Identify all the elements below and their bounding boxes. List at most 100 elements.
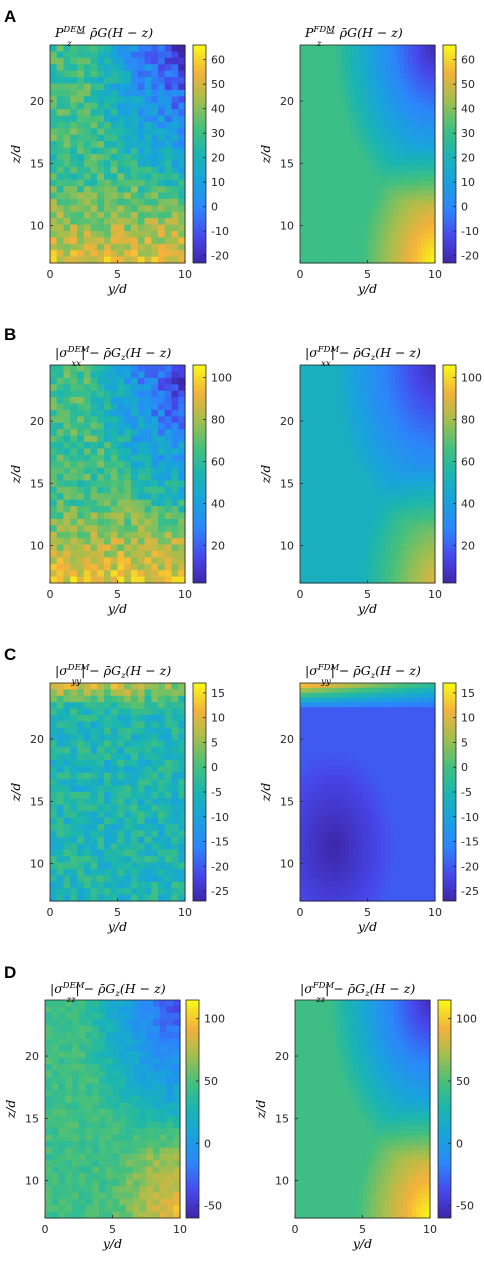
heatmap-cell	[110, 512, 119, 520]
heatmap-cell	[104, 881, 112, 889]
heatmap-cell	[309, 510, 315, 516]
heatmap-cell	[63, 179, 71, 187]
heatmap-cell	[131, 708, 139, 716]
heatmap-cell	[77, 557, 85, 565]
heatmap-cell	[90, 550, 98, 558]
heatmap-cell	[158, 868, 166, 876]
heatmap-cell	[171, 397, 179, 405]
heatmap-cell	[97, 856, 105, 864]
heatmap-cell	[421, 534, 427, 540]
colorbar-tick-label: 10	[211, 176, 225, 189]
heatmap-cell	[77, 875, 85, 883]
heatmap-cell	[336, 69, 342, 75]
heatmap-cell	[376, 432, 382, 439]
heatmap-cell	[358, 573, 364, 579]
heatmap-cell	[363, 544, 369, 550]
heatmap-cell	[151, 557, 159, 565]
heatmap-cell	[56, 218, 65, 226]
heatmap-cell	[83, 198, 92, 206]
heatmap-cell	[131, 576, 139, 584]
heatmap-cell	[304, 471, 310, 478]
heatmap-cell	[164, 115, 173, 123]
heatmap-cell	[403, 457, 409, 463]
heatmap-cell	[104, 499, 112, 507]
heatmap-cell	[372, 78, 378, 85]
heatmap-cell	[408, 529, 414, 536]
heatmap-cell	[336, 243, 342, 250]
heatmap-cell	[56, 576, 65, 584]
heatmap-cell	[403, 170, 409, 177]
heatmap-cell	[56, 881, 65, 889]
heatmap-cell	[171, 506, 179, 514]
heatmap-cell	[349, 544, 355, 550]
heatmap-cell	[304, 180, 310, 187]
heatmap-cell	[354, 83, 360, 90]
heatmap-cell	[331, 568, 337, 574]
heatmap-cell	[399, 437, 405, 444]
heatmap-cell	[104, 894, 112, 902]
heatmap-cell	[83, 531, 92, 539]
heatmap-cell	[144, 715, 152, 723]
heatmap-cell	[56, 557, 65, 565]
heatmap-cell	[110, 243, 119, 251]
heatmap-cell	[117, 397, 125, 405]
heatmap-cell	[385, 403, 391, 410]
heatmap-cell	[421, 69, 427, 75]
heatmap-cell	[124, 881, 132, 889]
heatmap-cell	[394, 45, 400, 51]
heatmap-cell	[412, 403, 418, 410]
heatmap-cell	[70, 695, 78, 703]
heatmap-cell	[171, 218, 179, 226]
heatmap-cell	[56, 734, 65, 742]
heatmap-cell	[331, 403, 337, 410]
heatmap-cell	[340, 495, 346, 502]
heatmap-cell	[412, 471, 418, 478]
heatmap-cell	[158, 563, 166, 571]
heatmap-cell	[336, 486, 342, 492]
heatmap-cell	[345, 544, 351, 550]
heatmap-cell	[345, 500, 351, 507]
heatmap-cell	[349, 45, 355, 51]
heatmap-cell	[331, 398, 337, 405]
heatmap-cell	[345, 170, 351, 177]
heatmap-cell	[171, 390, 179, 398]
heatmap-cell	[412, 413, 418, 419]
heatmap-cell	[336, 379, 342, 385]
heatmap-cell	[178, 192, 186, 200]
heatmap-cell	[363, 170, 369, 177]
heatmap-cell	[349, 49, 355, 56]
heatmap-cell	[390, 175, 396, 182]
heatmap-cell	[131, 365, 139, 373]
heatmap-cell	[50, 798, 58, 806]
heatmap-cell	[124, 785, 132, 793]
heatmap-cell	[349, 253, 355, 259]
heatmap-cell	[90, 230, 98, 238]
heatmap-cell	[56, 486, 65, 494]
heatmap-cell	[90, 397, 98, 405]
heatmap-cell	[110, 454, 119, 462]
heatmap-cell	[178, 570, 186, 578]
heatmap-cell	[97, 753, 105, 761]
heatmap-cell	[318, 107, 324, 114]
heatmap-cell	[390, 563, 396, 570]
heatmap-cell	[304, 702, 310, 708]
heatmap-cell	[117, 115, 125, 123]
heatmap-cell	[137, 493, 146, 501]
heatmap-cell	[336, 432, 342, 439]
y-tick-label: 15	[30, 157, 44, 170]
heatmap-cell	[354, 54, 360, 61]
heatmap-cell	[340, 190, 346, 196]
heatmap-cell	[336, 374, 342, 381]
heatmap-cell	[144, 804, 152, 812]
heatmap-cell	[77, 230, 85, 238]
heatmap-cell	[164, 486, 173, 494]
heatmap-cell	[421, 132, 427, 138]
heatmap-cell	[349, 132, 355, 138]
heatmap-cell	[70, 836, 78, 844]
heatmap-cell	[340, 423, 346, 429]
heatmap-cell	[131, 506, 139, 514]
heatmap-cell	[158, 875, 166, 883]
heatmap-cell	[403, 539, 409, 545]
heatmap-cell	[408, 495, 414, 502]
heatmap-cell	[90, 192, 98, 200]
